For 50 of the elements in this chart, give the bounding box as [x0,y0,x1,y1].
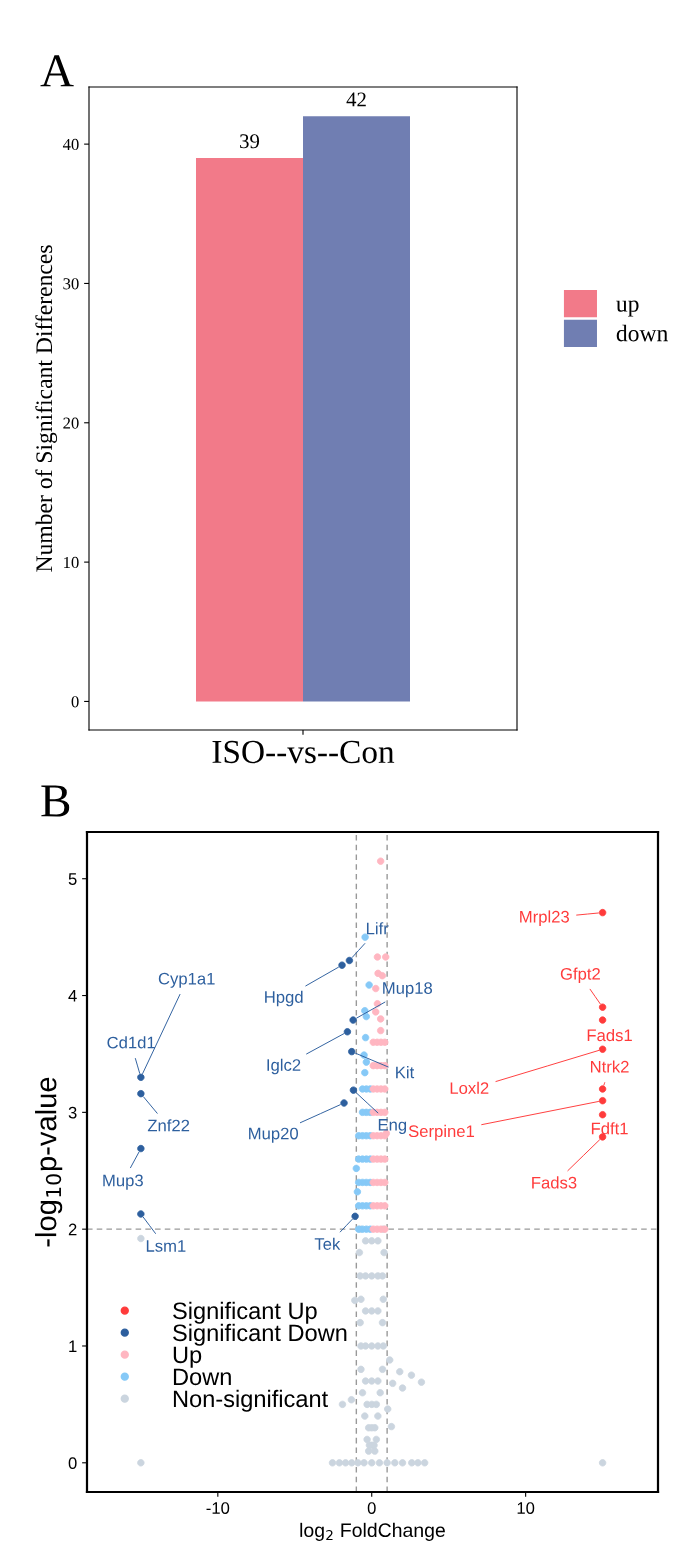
annotation: Cd1d1 [107,1036,155,1049]
y-tick-label: 30 [63,278,79,290]
legend-label: Significant Up [173,1301,317,1324]
annotation: Mup18 [383,982,433,998]
annotation: Loxl2 [450,1081,489,1095]
annotation: Hpgd [265,990,303,1007]
x-axis-title: log$_{2}$ FoldChange [300,1522,445,1541]
legend-label: down [616,324,668,342]
chart-title: A [40,55,74,87]
annotation: Cyp1a1 [158,972,215,988]
annotation: Fads3 [532,1176,577,1189]
legend-label: Up [173,1346,202,1368]
y-tick-label: 2 [68,1223,77,1236]
annotation: Lsm1 [146,1240,186,1252]
annotation: Gfpt2 [560,967,600,984]
y-tick-label: 3 [68,1106,77,1119]
y-axis-title: -log$_{10}$p-value [35,1077,63,1247]
annotation: Mrpl23 [520,910,569,926]
data-label: 42 [346,92,366,107]
annotation: Lifr [366,922,389,935]
y-tick-label: 0 [68,1457,77,1469]
annotation: Mup3 [103,1174,143,1190]
annotation: Kit [396,1066,415,1079]
legend-label: up [616,300,639,317]
annotation: Znf22 [147,1119,190,1132]
annotation: Eng [378,1119,407,1135]
x-tick-label: 0 [367,1502,376,1514]
y-tick-label: 4 [68,990,77,1002]
y-tick-label: 10 [64,556,79,569]
annotation: Fdft1 [591,1122,628,1135]
y-tick-label: 0 [71,696,79,708]
annotation: Tek [314,1237,341,1250]
annotation: Ntrk2 [591,1060,629,1073]
legend-label: Down [173,1368,231,1386]
legend-label: Non-significant [173,1389,328,1412]
y-axis-title: Number of Significant Differences [35,245,58,572]
y-tick-label: 20 [63,417,79,429]
chart-title: B [41,785,70,817]
x-tick-label: -10 [206,1502,230,1514]
y-tick-label: 5 [68,873,77,885]
annotation: Serpine1 [408,1124,475,1141]
annotation: Fads1 [587,1028,632,1042]
data-label: 39 [240,134,260,149]
x-tick-label: 10 [517,1502,535,1514]
annotation: Mup20 [249,1127,299,1143]
annotation: Iglc2 [267,1058,301,1075]
x-tick-label: ISO--vs--Con [212,740,395,764]
legend-label: Significant Down [173,1323,347,1346]
y-tick-label: 40 [62,138,79,151]
y-tick-label: 1 [69,1340,77,1353]
